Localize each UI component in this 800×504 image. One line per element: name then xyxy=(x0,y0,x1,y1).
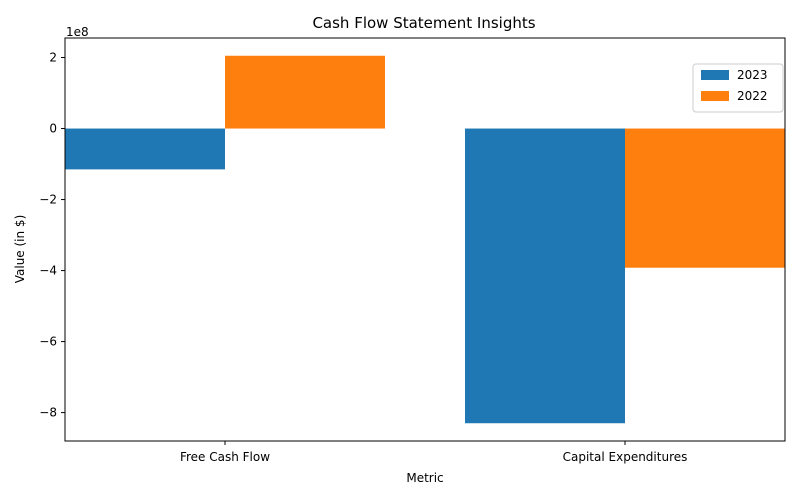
chart-title: Cash Flow Statement Insights xyxy=(312,14,535,32)
x-axis-label: Metric xyxy=(406,471,443,485)
legend-swatch-2023 xyxy=(701,70,729,80)
x-tick-label: Capital Expenditures xyxy=(563,450,688,464)
y-axis-offset-label: 1e8 xyxy=(66,25,89,39)
y-axis-ticks: −8 −6 −4 −2 0 2 xyxy=(39,51,65,420)
y-tick-label: −2 xyxy=(39,193,57,207)
y-tick-label: −4 xyxy=(39,264,57,278)
legend-swatch-2022 xyxy=(701,91,729,101)
y-tick-label: −6 xyxy=(39,335,57,349)
y-tick-label: −8 xyxy=(39,406,57,420)
y-tick-label: 0 xyxy=(49,122,57,136)
bar-2023-capital-expenditures xyxy=(465,128,625,424)
plot-frame xyxy=(64,37,786,442)
legend-label-2022: 2022 xyxy=(737,89,768,103)
y-axis-label: Value (in $) xyxy=(13,215,27,284)
x-axis-ticks: Free Cash Flow Capital Expenditures xyxy=(180,441,687,464)
bars-layer xyxy=(65,55,785,424)
legend: 2023 2022 xyxy=(692,63,784,113)
y-tick-label: 2 xyxy=(49,51,57,65)
bar-2022-capital-expenditures xyxy=(625,128,785,268)
bar-2023-free-cash-flow xyxy=(65,128,225,170)
bar-2022-free-cash-flow xyxy=(225,55,385,129)
x-tick-label: Free Cash Flow xyxy=(180,450,270,464)
plot-area: −8 −6 −4 −2 0 2 Free Cash Flow Capital Expendi… xyxy=(39,37,786,464)
legend-label-2023: 2023 xyxy=(737,68,768,82)
